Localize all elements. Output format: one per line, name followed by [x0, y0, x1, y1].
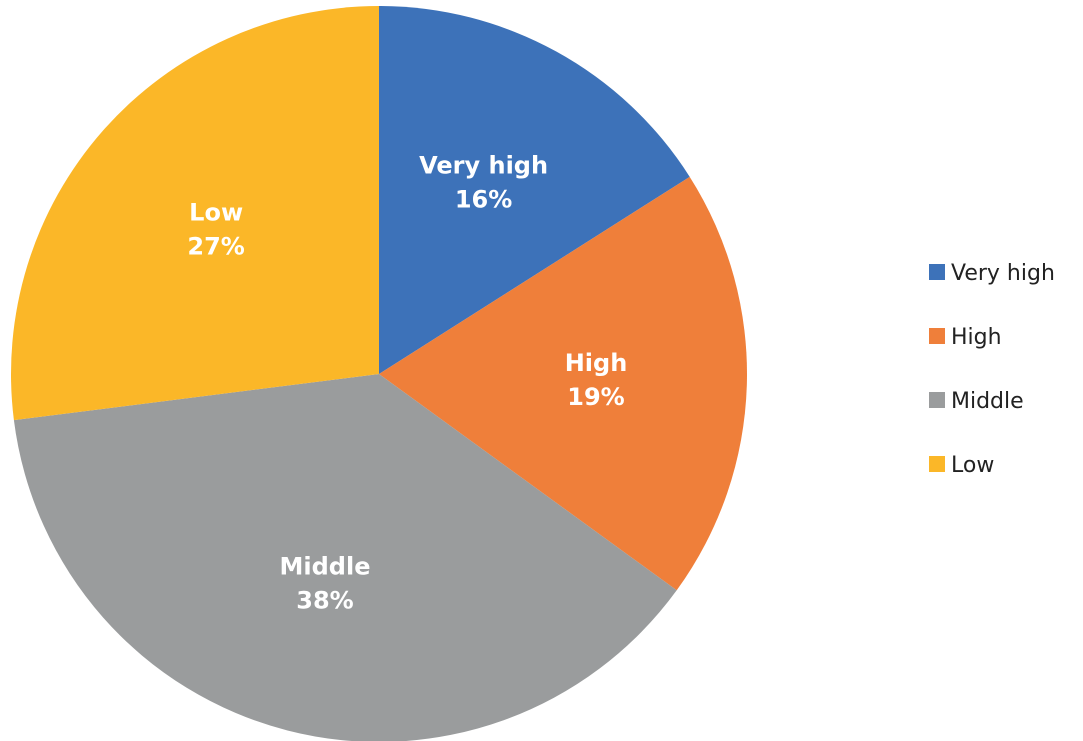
pie-slice-middle — [13, 374, 677, 741]
legend-swatch-middle — [929, 392, 945, 408]
legend: Very high High Middle Low — [929, 261, 1055, 478]
legend-swatch-high — [929, 328, 945, 344]
slice-label-middle: Middle — [280, 552, 371, 580]
slice-label-low: Low — [189, 198, 243, 226]
slice-label-high: High — [565, 349, 628, 377]
slice-value-middle: 38% — [296, 586, 353, 614]
pie-slice-high — [379, 176, 748, 591]
legend-swatch-low — [929, 456, 945, 472]
slice-value-high: 19% — [567, 383, 624, 411]
legend-label-very-high: Very high — [951, 261, 1055, 286]
pie-slices — [10, 6, 748, 741]
legend-label-middle: Middle — [951, 389, 1024, 414]
legend-label-low: Low — [951, 453, 994, 478]
slice-label-very-high: Very high — [419, 152, 548, 180]
slice-value-low: 27% — [187, 232, 244, 260]
pie-slice-low — [10, 6, 379, 421]
slice-value-very-high: 16% — [455, 186, 512, 214]
legend-label-high: High — [951, 325, 1002, 350]
legend-swatch-very-high — [929, 264, 945, 280]
slice-labels: Very high 16% High 19% Middle 38% Low 27% — [187, 152, 627, 615]
pie-slice-very-high — [379, 6, 690, 374]
